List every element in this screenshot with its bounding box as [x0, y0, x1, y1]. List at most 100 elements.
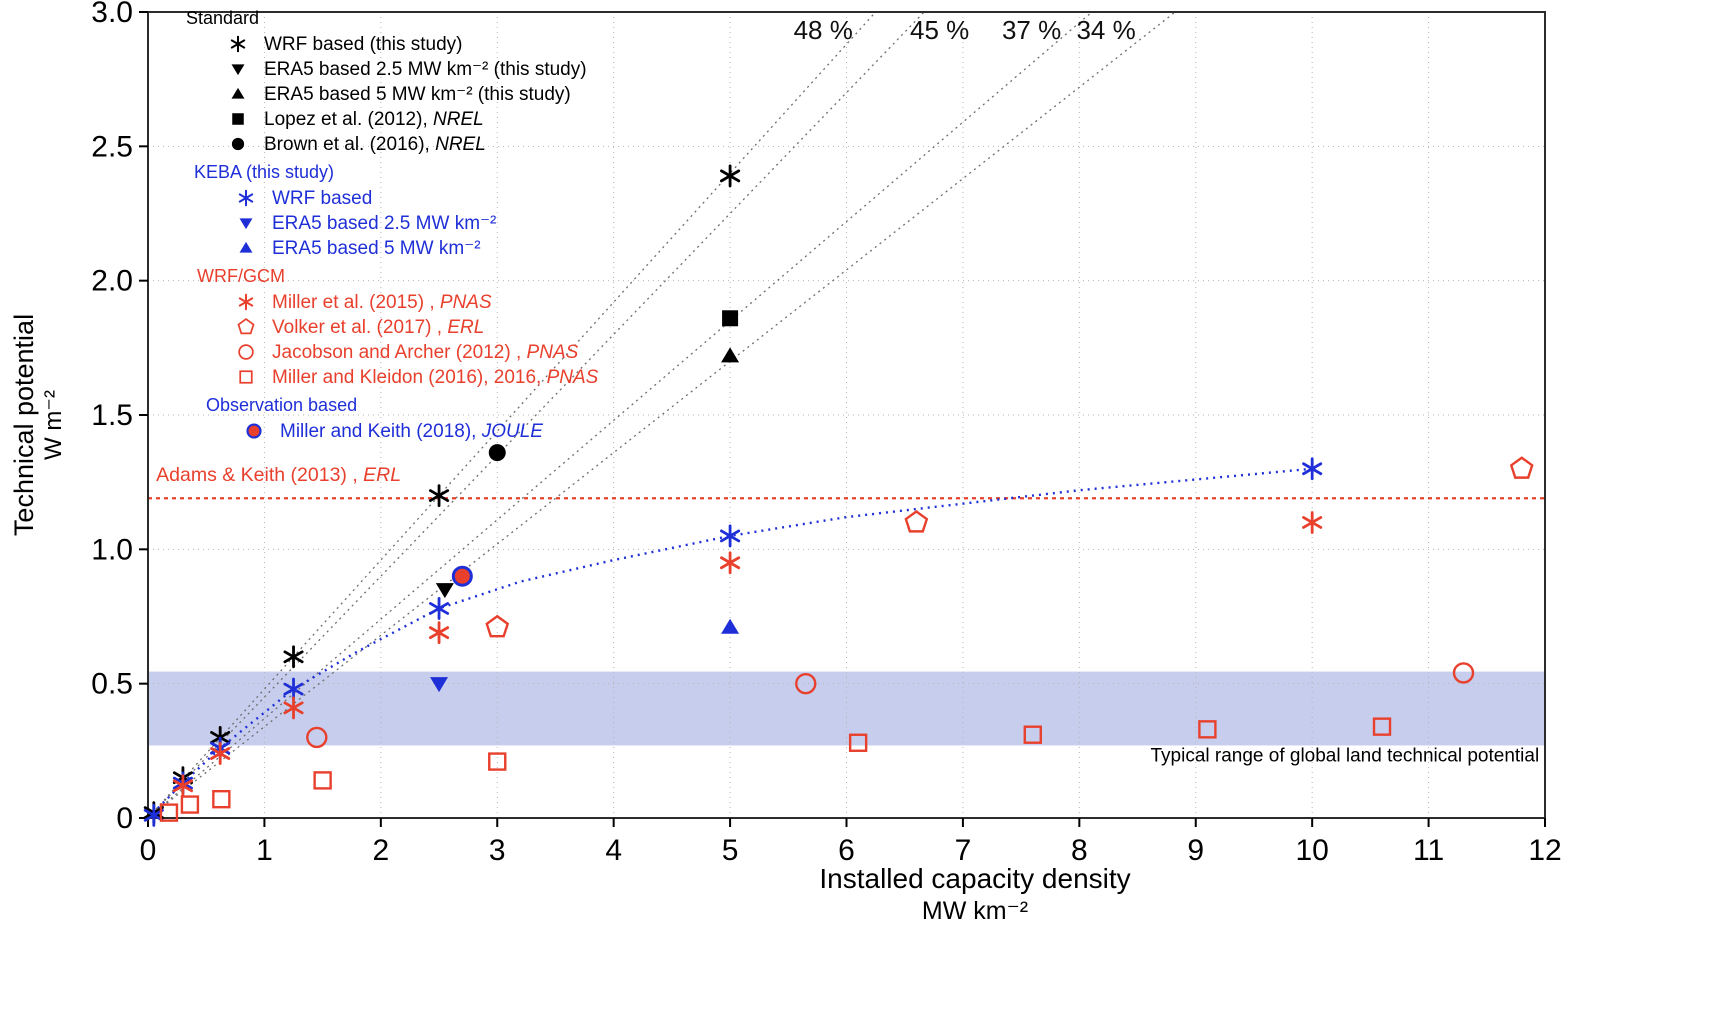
legend-group-title: KEBA (this study): [194, 162, 334, 182]
data-point: [283, 677, 304, 701]
series-era5-based-5-mw-km-2-this-study: [721, 347, 740, 363]
y-tick-label: 2.5: [91, 130, 133, 163]
capacity-factor-lines: [147, 11, 1176, 819]
data-point: [1372, 717, 1392, 736]
series-keba-era5-based-5-mw-km-2: [721, 618, 740, 634]
series-lopez-et-al-2012-nrel: [722, 310, 739, 327]
legend-item-label: Lopez et al. (2012), NREL: [264, 109, 484, 130]
data-point: [720, 524, 741, 548]
data-point: [488, 444, 506, 462]
data-point: [722, 310, 739, 327]
x-tick-label: 6: [838, 834, 855, 867]
series-keba-wrf-based: [143, 457, 1323, 827]
capacity-factor-line: [147, 11, 925, 819]
data-point: [795, 672, 817, 695]
data-point: [720, 164, 741, 188]
series-brown-et-al-2016-nrel: [488, 444, 506, 462]
x-tick-label: 11: [1413, 834, 1444, 867]
legend-item: ERA5 based 2.5 MW km⁻²: [239, 213, 496, 234]
data-point: [172, 774, 193, 798]
y-axis-title: Technical potential: [9, 313, 39, 537]
data-point: [428, 621, 450, 645]
legend-item-label: WRF based (this study): [264, 34, 463, 55]
x-axis-title: Installed capacity density: [819, 863, 1131, 894]
legend-group-title: WRF/GCM: [197, 266, 285, 286]
legend-item-label: Miller and Keith (2018), JOULE: [280, 421, 543, 442]
adams-keith-label: Adams & Keith (2013) , ERL: [156, 464, 401, 486]
x-axis-ticks: 0 1 2 3 4 5 6 7 8 9 10 11 12: [140, 818, 1562, 867]
capacity-factor-label: 34 %: [1076, 15, 1135, 45]
y-tick-label: 1.5: [91, 399, 133, 432]
data-point: [848, 733, 868, 752]
legend-group-title: Standard: [186, 8, 259, 28]
data-point: [306, 726, 328, 749]
legend-item: ERA5 based 5 MW km⁻²: [239, 238, 481, 259]
series-miller-et-al-2015-pnas: [172, 511, 1323, 798]
data-point: [721, 618, 740, 634]
legend-item-label: ERA5 based 2.5 MW km⁻²: [272, 213, 496, 234]
data-point: [283, 696, 304, 720]
legend-item: Miller and Keith (2018), JOULE: [246, 421, 543, 442]
data-point: [428, 597, 450, 620]
typical-range-label: Typical range of global land technical p…: [1150, 746, 1539, 767]
legend-item-label: Jacobson and Archer (2012) , PNAS: [272, 342, 579, 363]
x-tick-label: 5: [722, 834, 739, 867]
series-miller-and-kleidon-2016-2016-pnas: [159, 717, 1392, 822]
legend-item: WRF based: [238, 188, 372, 209]
x-axis-label: Installed capacity density MW km⁻²: [819, 862, 1130, 926]
legend-item: ERA5 based 5 MW km⁻² (this study): [231, 84, 571, 105]
x-tick-label: 7: [955, 834, 972, 867]
legend-item: Miller et al. (2015) , PNAS: [238, 292, 492, 313]
x-tick-label: 3: [489, 834, 506, 867]
y-tick-label: 2.0: [91, 265, 133, 298]
x-tick-label: 10: [1295, 834, 1328, 867]
data-point: [180, 795, 200, 814]
y-tick-label: 3.0: [91, 0, 133, 29]
x-tick-label: 12: [1528, 834, 1561, 867]
data-point: [485, 614, 510, 638]
legend-item: Lopez et al. (2012), NREL: [232, 109, 484, 130]
legend-item: ERA5 based 2.5 MW km⁻² (this study): [231, 59, 587, 80]
data-point: [143, 803, 164, 827]
keba-fit-curve: [147, 467, 1313, 819]
legend-item-label: ERA5 based 2.5 MW km⁻² (this study): [264, 59, 587, 80]
series-jacobson-and-archer-2012-pnas: [306, 662, 1475, 749]
typical-range-band: [148, 671, 1545, 746]
legend-item: Brown et al. (2016), NREL: [231, 134, 486, 155]
capacity-factor-label: 48 %: [794, 15, 853, 45]
data-point: [212, 789, 231, 809]
capacity-factor-label: 45 %: [910, 15, 969, 45]
data-point: [721, 347, 740, 363]
data-point: [451, 565, 473, 587]
legend-item-label: ERA5 based 5 MW km⁻²: [272, 238, 481, 259]
data-point: [1302, 457, 1323, 481]
series-keba-era5-based-2-5-mw-km-2: [430, 677, 449, 693]
x-tick-label: 1: [256, 834, 273, 867]
data-point: [1452, 662, 1475, 684]
legend-item: Miller and Kleidon (2016), 2016, PNAS: [239, 367, 599, 388]
data-point: [1198, 720, 1217, 739]
legend-item-label: WRF based: [272, 188, 372, 209]
data-point: [159, 803, 179, 822]
legend-item: Volker et al. (2017) , ERL: [237, 317, 484, 338]
series-miller-and-keith-2018-joule: [451, 565, 473, 587]
data-point: [1302, 511, 1323, 534]
capacity-factor-line: [147, 11, 1176, 819]
legend-item-label: Miller and Kleidon (2016), 2016, PNAS: [272, 367, 599, 388]
data-point: [210, 742, 231, 765]
legend-group-title: Observation based: [206, 395, 357, 415]
y-tick-label: 1.0: [91, 533, 133, 566]
series-volker-et-al-2017-erl: [485, 456, 1534, 638]
x-tick-label: 2: [372, 834, 389, 867]
data-point: [435, 583, 454, 599]
legend-item: Jacobson and Archer (2012) , PNAS: [238, 342, 579, 363]
x-tick-label: 0: [140, 834, 157, 867]
series-era5-based-2-5-mw-km-2-this-study: [435, 583, 454, 599]
data-point: [283, 645, 304, 669]
data-point: [428, 484, 450, 508]
legend-item-label: Brown et al. (2016), NREL: [264, 134, 486, 155]
legend-item: WRF based (this study): [230, 34, 463, 55]
